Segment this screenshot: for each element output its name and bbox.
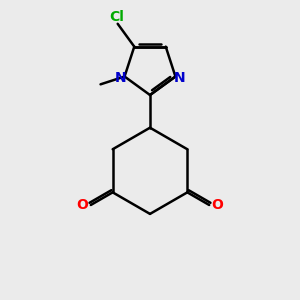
Text: N: N	[173, 71, 185, 85]
Text: O: O	[76, 198, 88, 212]
Text: N: N	[115, 71, 127, 85]
Text: Cl: Cl	[109, 10, 124, 24]
Text: O: O	[212, 198, 224, 212]
